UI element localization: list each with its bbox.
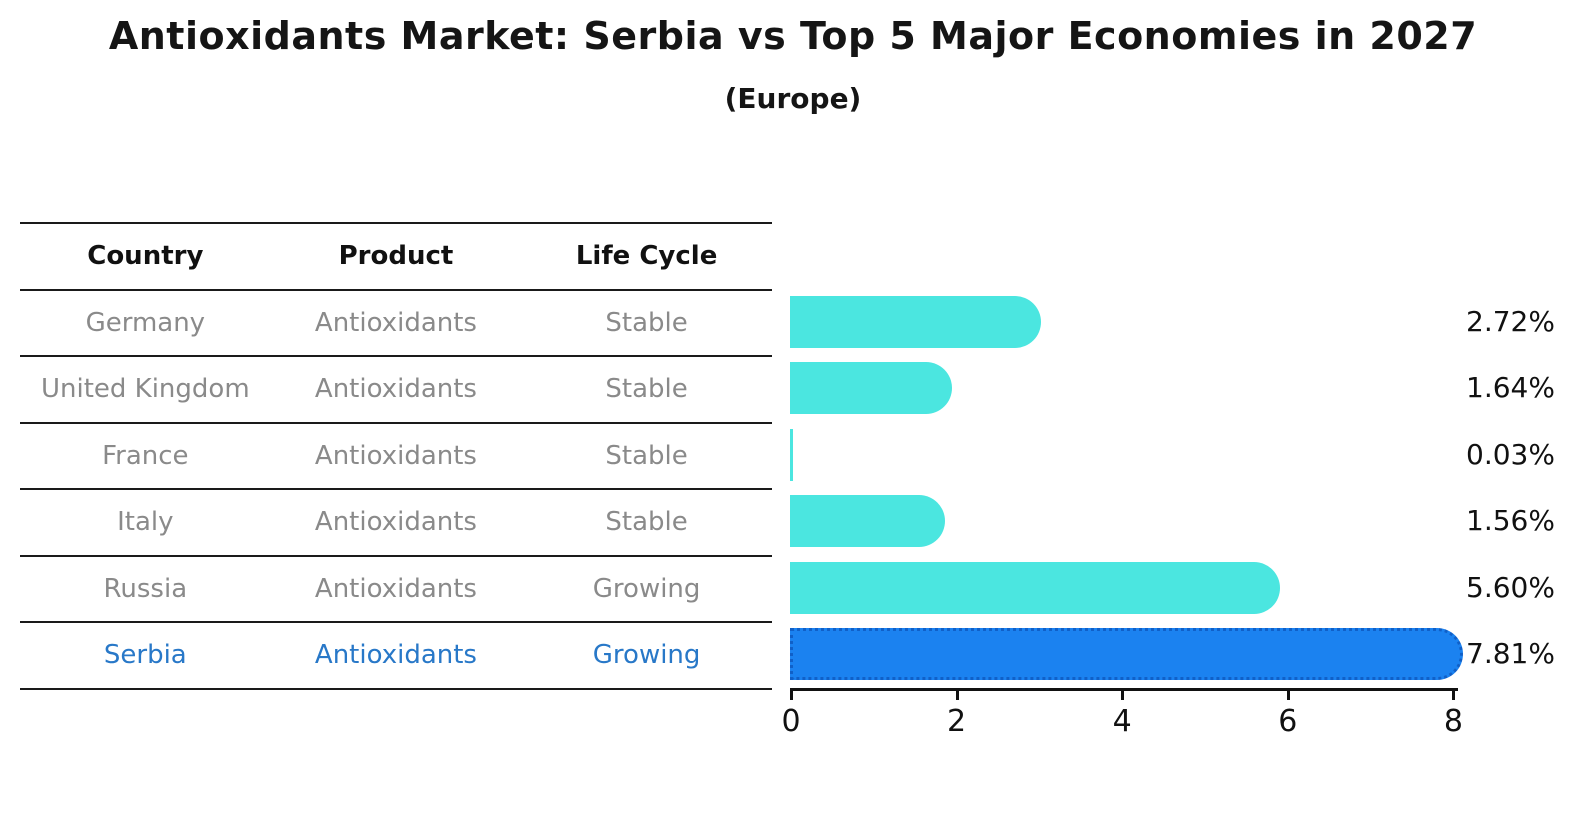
value-label: 1.56% [1466, 504, 1555, 537]
table-cell: Germany [85, 307, 206, 338]
table-cell: Stable [605, 374, 688, 405]
table-cell: Antioxidants [314, 507, 477, 538]
table-cell: Product [338, 241, 454, 272]
table-cell: Antioxidants [314, 374, 477, 405]
x-tick-label: 0 [781, 704, 801, 739]
bar-chart: 2.72% 1.64% 0.03% 1.56% 5.60% 7.81% 0 2 4 6 8 [781, 222, 1586, 782]
table-row: Italy Antioxidants Stable [20, 488, 772, 555]
x-tick-label: 8 [1443, 704, 1463, 739]
table-row: Russia Antioxidants Growing [20, 554, 772, 622]
x-tick [1452, 691, 1456, 700]
table-cell: Stable [605, 307, 688, 338]
value-label: 1.64% [1466, 371, 1555, 404]
table-cell: United Kingdom [40, 374, 250, 405]
table-row: France Antioxidants Stable [20, 421, 772, 489]
value-label: 0.03% [1466, 437, 1555, 471]
table-cell: Life Cycle [575, 241, 718, 272]
x-tick-label: 6 [1278, 704, 1298, 739]
table-cell: Russia [103, 573, 188, 604]
table-cell: France [102, 440, 189, 471]
bar [790, 561, 1280, 614]
table-cell: Growing [592, 640, 701, 671]
table-header-row: Country Product Life Cycle [20, 222, 772, 289]
value-label: 7.81% [1466, 637, 1555, 670]
table-cell: Antioxidants [314, 440, 477, 471]
table-cell: Antioxidants [314, 640, 477, 671]
x-tick [955, 691, 959, 700]
table-cell: Antioxidants [314, 573, 477, 604]
table-cell: Serbia [103, 640, 187, 671]
page-title: Antioxidants Market: Serbia vs Top 5 Maj… [108, 14, 1478, 58]
x-axis-line [790, 688, 1458, 691]
x-tick [1121, 691, 1125, 700]
bar [790, 295, 1042, 348]
bar [790, 495, 946, 547]
table-cell: Country [87, 241, 204, 272]
page-subtitle: (Europe) [724, 82, 862, 115]
bar-highlighted [790, 628, 1463, 680]
table-cell: Stable [605, 440, 688, 471]
table-row: Germany Antioxidants Stable [20, 288, 772, 356]
table-cell: Stable [605, 507, 688, 538]
bar [790, 428, 793, 481]
table-cell: Antioxidants [314, 307, 477, 338]
table-cell: Growing [592, 573, 701, 604]
x-tick-label: 2 [947, 704, 967, 739]
x-tick-label: 4 [1112, 704, 1132, 739]
table-cell: Italy [117, 507, 174, 538]
table-row: Serbia Antioxidants Growing [20, 621, 772, 688]
x-tick [790, 691, 793, 700]
value-label: 2.72% [1466, 304, 1555, 338]
table-row: United Kingdom Antioxidants Stable [20, 355, 772, 422]
x-tick [1286, 691, 1290, 700]
info-table: Country Product Life Cycle Germany Antioxida… [20, 222, 772, 690]
value-label: 5.60% [1466, 570, 1555, 604]
bar [790, 362, 952, 414]
